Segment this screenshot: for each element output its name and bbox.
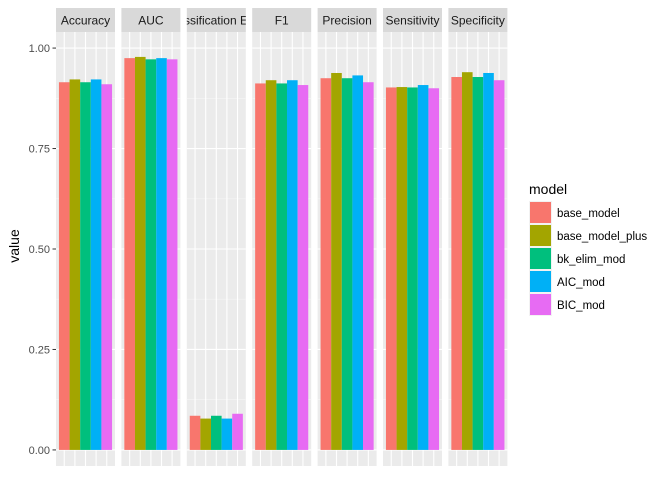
facet-label: Accuracy: [61, 14, 110, 28]
bar: [232, 413, 243, 450]
bar: [287, 80, 298, 450]
legend-item: base_model_plus: [529, 224, 647, 247]
legend-key: [530, 294, 551, 315]
y-tick-label: 1.00: [29, 43, 50, 55]
facet-strip: [317, 8, 377, 32]
facet-label: Classification Error: [166, 14, 267, 28]
bar: [69, 79, 81, 450]
legend-key: [530, 202, 551, 223]
legend-key: [530, 271, 551, 292]
bar: [145, 59, 157, 450]
bar: [483, 72, 494, 450]
bar: [407, 87, 418, 450]
legend-label: bk_elim_mod: [557, 254, 625, 266]
legend-item: AIC_mod: [529, 270, 605, 293]
facet-panel: Sensitivity: [383, 8, 442, 466]
facet-label: Sensitivity: [385, 14, 439, 28]
legend-label: AIC_mod: [557, 277, 605, 289]
bar: [255, 83, 266, 450]
facet-strip: [383, 8, 442, 32]
bar: [276, 83, 288, 450]
bar: [363, 82, 374, 450]
facet-panels: Accuracy AUC Classification Error F1 Precisi…: [56, 8, 508, 466]
legend-label: BIC_mod: [557, 300, 605, 312]
legend-label: base_model: [557, 208, 620, 220]
legend-item: bk_elim_mod: [529, 247, 625, 270]
y-tick-label: 0.25: [29, 344, 50, 356]
y-axis-title: value: [6, 229, 22, 263]
bar: [428, 88, 440, 450]
bar: [352, 75, 364, 450]
bar: [417, 85, 429, 450]
facet-strip: [56, 8, 115, 32]
bar: [166, 59, 178, 450]
bar: [200, 418, 211, 450]
facet-strip: [448, 8, 508, 32]
legend-items: base_model base_model_plus bk_elim_mod AIC_…: [529, 201, 647, 316]
facet-panel: Specificity: [448, 8, 508, 466]
bar: [156, 58, 167, 450]
bar: [297, 85, 309, 450]
legend-label: base_model_plus: [557, 231, 647, 243]
bar: [331, 72, 342, 450]
bar: [58, 82, 70, 450]
legend-item: BIC_mod: [529, 293, 605, 316]
bar: [124, 58, 135, 450]
bar: [189, 415, 201, 450]
facet-label: F1: [275, 14, 289, 28]
facet-strip: [121, 8, 181, 32]
bar: [265, 80, 277, 450]
bar: [320, 78, 332, 450]
facet-panel: Precision: [317, 8, 377, 466]
facet-panel: AUC: [121, 8, 181, 466]
bar: [493, 80, 505, 450]
bar: [210, 415, 222, 450]
bar: [396, 87, 408, 450]
bar: [80, 82, 91, 450]
y-tick-label: 0.50: [29, 244, 50, 256]
bar: [451, 77, 462, 450]
facet-strip: [186, 8, 246, 32]
bar: [90, 79, 102, 450]
bar: [134, 56, 146, 450]
y-tick-label: 0.75: [29, 144, 50, 156]
facet-label: Specificity: [451, 14, 505, 28]
legend-item: base_model: [529, 201, 620, 224]
facet-panel: F1: [252, 8, 312, 466]
bar: [385, 87, 397, 450]
legend-key: [530, 225, 551, 246]
bar: [461, 72, 473, 450]
bar: [101, 84, 113, 450]
bar: [221, 418, 233, 450]
facet-label: AUC: [138, 14, 164, 28]
facet-panel: Classification Error: [166, 8, 267, 466]
facet-label: Precision: [322, 14, 371, 28]
bar: [341, 78, 353, 450]
y-tick-label: 0.00: [29, 445, 50, 457]
facet-panel: Accuracy: [56, 8, 115, 466]
y-axis: 0.00 0.25 0.50 0.75 1.00: [29, 43, 56, 457]
facet-strip: [252, 8, 312, 32]
legend-key: [530, 248, 551, 269]
bar: [472, 77, 484, 450]
legend-title: model: [529, 181, 567, 197]
legend: model base_model base_model_plus bk_elim_m…: [529, 181, 647, 316]
